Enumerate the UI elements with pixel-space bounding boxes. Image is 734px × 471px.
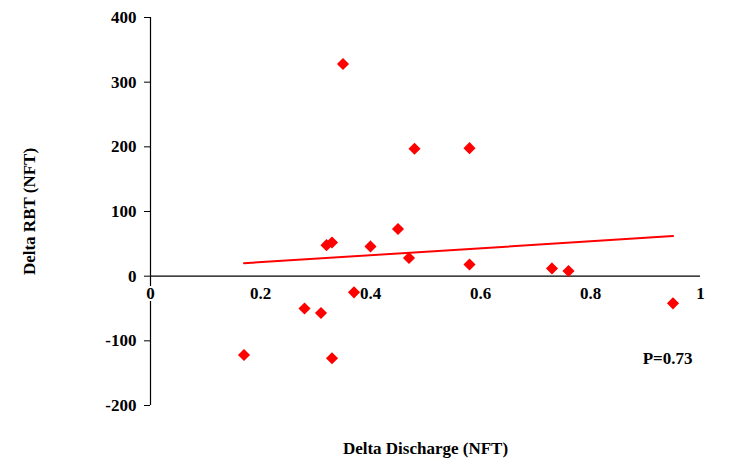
svg-text:0.4: 0.4 — [360, 284, 382, 303]
svg-text:0.8: 0.8 — [580, 284, 601, 303]
svg-text:P=0.73: P=0.73 — [643, 349, 693, 368]
svg-text:300: 300 — [111, 73, 137, 92]
svg-text:100: 100 — [111, 202, 137, 221]
svg-text:Delta Discharge (NFT): Delta Discharge (NFT) — [343, 439, 508, 458]
svg-text:1: 1 — [696, 284, 705, 303]
svg-text:-100: -100 — [105, 331, 136, 350]
svg-text:0: 0 — [128, 267, 137, 286]
svg-text:0.2: 0.2 — [250, 284, 271, 303]
svg-text:-200: -200 — [105, 396, 136, 415]
svg-text:Delta RBT (NFT): Delta RBT (NFT) — [20, 148, 39, 275]
svg-text:200: 200 — [111, 137, 137, 156]
svg-text:0.6: 0.6 — [470, 284, 491, 303]
svg-text:0: 0 — [146, 284, 155, 303]
svg-text:400: 400 — [111, 8, 137, 27]
